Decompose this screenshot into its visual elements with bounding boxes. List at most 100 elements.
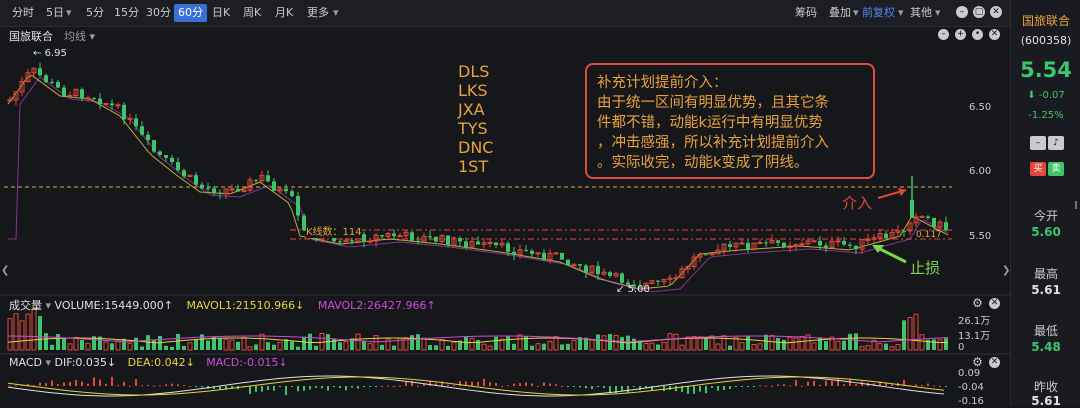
volume-bar <box>134 337 138 350</box>
macd-bar <box>921 385 923 387</box>
remove-watch-icon[interactable]: – <box>1030 136 1046 150</box>
chips-button[interactable]: 筹码 <box>795 6 817 19</box>
chevron-down-icon[interactable]: ▾ <box>66 6 72 19</box>
candle-body <box>272 181 276 191</box>
chevron-down-icon[interactable]: ▾ <box>935 6 941 19</box>
chevron-down-icon[interactable]: ▾ <box>45 356 52 369</box>
chevron-down-icon[interactable]: ▾ <box>45 299 52 312</box>
macd-bar <box>333 386 335 387</box>
close-icon[interactable]: ✕ <box>990 6 1002 18</box>
adjust-button[interactable]: 前复权 <box>862 4 895 22</box>
chevron-down-icon[interactable]: ▾ <box>898 6 904 19</box>
macd-bar <box>747 386 749 387</box>
macd-bar <box>111 376 113 386</box>
volume-bar <box>212 337 216 350</box>
tag-item: JXA <box>458 100 485 119</box>
period-60min[interactable]: 60分 <box>174 4 207 22</box>
ma-selector[interactable]: 均线 ▾ <box>64 30 96 43</box>
minimize-icon[interactable]: – <box>956 6 968 18</box>
volume-tick: 26.1万 <box>958 316 991 327</box>
note-line: 。实际收完，动能k变成了阴线。 <box>597 155 809 171</box>
volume-bar <box>170 346 174 350</box>
macd-bar <box>915 384 917 386</box>
volume-bar <box>115 340 121 351</box>
candle-body <box>709 253 715 256</box>
macd-bar <box>777 384 779 386</box>
close-icon[interactable]: ✕ <box>989 298 1000 309</box>
volume-bar <box>277 341 283 351</box>
candle-body <box>481 242 487 245</box>
collapse-side-icon[interactable]: ‖ <box>1074 200 1078 209</box>
candle-body <box>589 265 595 274</box>
volume-bar <box>854 333 858 350</box>
volume-bar <box>206 340 210 350</box>
sidebar-change-value: -0.07 <box>1038 90 1065 101</box>
volume-bar <box>643 342 649 351</box>
candle-body <box>380 235 384 237</box>
period-15min[interactable]: 15分 <box>114 6 139 19</box>
stat-label: 最低 <box>1033 324 1058 338</box>
zoom-in-icon[interactable]: + <box>955 29 966 40</box>
macd-bar <box>33 385 35 387</box>
bell-icon[interactable]: ♪ <box>1048 136 1064 150</box>
macd-bar <box>327 386 329 391</box>
close-icon[interactable]: ✕ <box>989 357 1000 368</box>
period-day-k[interactable]: 日K <box>212 6 231 19</box>
candle-body <box>146 134 150 141</box>
macd-bar <box>507 385 509 387</box>
mavol-line <box>7 337 949 344</box>
macd-bar <box>321 386 323 389</box>
macd-header: MACD ▾ DIF:0.035↓ DEA:0.042↓ MACD:-0.015… <box>9 356 288 369</box>
candle-body <box>632 284 636 287</box>
overlay-button[interactable]: 叠加 <box>829 6 851 19</box>
scroll-left-icon[interactable]: ❮ <box>1 265 10 276</box>
period-fenshi[interactable]: 分时 <box>12 6 34 19</box>
period-week-k[interactable]: 周K <box>243 6 262 19</box>
volume-bar <box>164 345 168 350</box>
candle-body <box>115 104 121 107</box>
candle-body <box>428 236 432 238</box>
volume-bar <box>140 346 144 350</box>
period-month-k[interactable]: 月K <box>275 6 294 19</box>
restore-icon[interactable]: ▢ <box>973 6 985 18</box>
candle-body <box>206 188 210 190</box>
volume-bar <box>259 333 265 351</box>
candle-body <box>691 256 697 267</box>
gear-icon[interactable]: ⚙ <box>972 355 983 369</box>
volume-bar <box>373 335 379 351</box>
candle-body <box>805 240 811 245</box>
settings-icon[interactable]: • <box>972 29 983 40</box>
volume-bar <box>829 336 835 351</box>
volume-bar <box>746 336 750 350</box>
other-button[interactable]: 其他 <box>910 6 932 19</box>
candle-body <box>842 240 846 245</box>
collapse-icon[interactable]: – <box>938 29 949 40</box>
tag-item: DLS <box>458 62 490 81</box>
volume-bar <box>200 334 204 350</box>
candle-body <box>757 242 763 245</box>
candle-body <box>751 242 757 251</box>
volume-bar <box>50 344 54 350</box>
volume-bar <box>721 335 727 351</box>
period-5min[interactable]: 5分 <box>86 6 104 19</box>
strategy-tag-list: DLS LKS JXA TYS DNC 1ST <box>458 62 493 176</box>
period-30min[interactable]: 30分 <box>146 6 171 19</box>
candle-body <box>643 282 649 288</box>
sell-button[interactable]: 卖 <box>1048 162 1064 176</box>
period-more[interactable]: 更多 <box>307 6 329 19</box>
volume-bar <box>757 343 763 351</box>
macd-bar <box>807 381 809 386</box>
buy-button[interactable]: 买 <box>1030 162 1046 176</box>
gear-icon[interactable]: ⚙ <box>972 296 983 310</box>
volume-bar <box>613 334 619 351</box>
volume-bar <box>697 336 703 351</box>
chevron-down-icon[interactable]: ▾ <box>853 6 859 19</box>
scroll-right-icon[interactable]: ❯ <box>1002 265 1011 276</box>
candle-body <box>704 254 708 256</box>
period-5day[interactable]: 5日 <box>46 6 64 19</box>
volume-bar <box>416 334 420 350</box>
macd-bar <box>645 386 647 389</box>
candle-body <box>170 157 174 163</box>
close-icon[interactable]: ✕ <box>989 29 1000 40</box>
chevron-down-icon[interactable]: ▾ <box>333 6 339 19</box>
